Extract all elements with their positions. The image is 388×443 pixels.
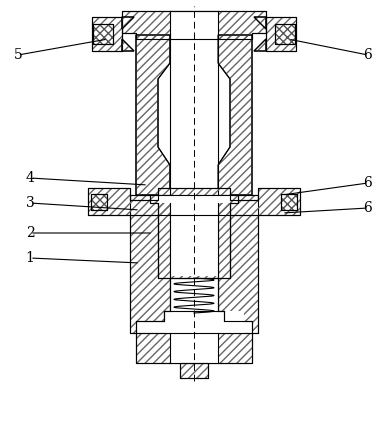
Polygon shape xyxy=(136,35,170,195)
Bar xyxy=(164,311,244,333)
Bar xyxy=(281,194,297,210)
Bar xyxy=(275,24,295,44)
Polygon shape xyxy=(218,195,258,333)
Bar xyxy=(158,195,230,203)
Polygon shape xyxy=(254,17,266,29)
Bar xyxy=(91,194,107,210)
Polygon shape xyxy=(218,35,252,195)
Text: 2: 2 xyxy=(26,226,35,240)
Bar xyxy=(170,35,218,195)
Polygon shape xyxy=(88,188,300,215)
Text: 6: 6 xyxy=(364,48,372,62)
Polygon shape xyxy=(254,39,266,51)
Bar xyxy=(281,194,297,210)
Polygon shape xyxy=(266,17,296,51)
Bar xyxy=(275,24,295,44)
Polygon shape xyxy=(130,195,170,333)
Bar xyxy=(281,194,297,210)
Bar xyxy=(93,24,113,44)
Text: 3: 3 xyxy=(26,196,35,210)
Bar xyxy=(93,24,113,44)
Text: 6: 6 xyxy=(364,176,372,190)
Polygon shape xyxy=(136,333,252,363)
Bar xyxy=(91,194,107,210)
Bar xyxy=(91,194,107,210)
Bar xyxy=(275,24,295,44)
Text: 6: 6 xyxy=(364,201,372,215)
Bar xyxy=(170,333,218,363)
Polygon shape xyxy=(122,11,266,39)
Text: 4: 4 xyxy=(26,171,35,185)
Bar xyxy=(93,24,113,44)
Bar xyxy=(170,203,218,276)
Polygon shape xyxy=(122,17,134,29)
Text: 5: 5 xyxy=(14,48,23,62)
Polygon shape xyxy=(122,39,134,51)
Text: 1: 1 xyxy=(26,251,35,265)
Polygon shape xyxy=(180,363,208,378)
Bar xyxy=(170,11,218,39)
Polygon shape xyxy=(92,17,122,51)
Polygon shape xyxy=(150,195,238,278)
Bar xyxy=(170,195,218,311)
